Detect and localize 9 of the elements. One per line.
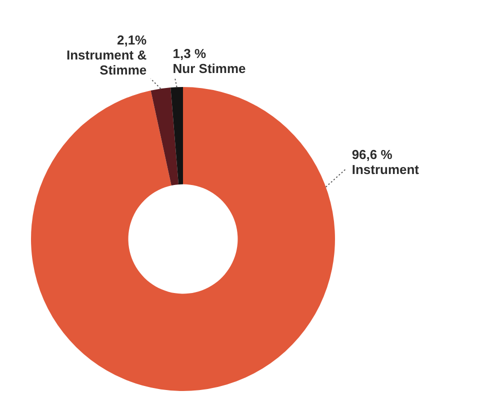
- donut-slice: [170, 87, 183, 184]
- slice-label: Instrument & Stimme: [66, 48, 147, 78]
- data-label: 1,3 %: [172, 46, 206, 62]
- donut-slice: [31, 87, 335, 391]
- slice-label: Nur Stimme: [172, 61, 246, 76]
- data-label: 2,1%: [116, 32, 148, 48]
- data-label: 96,6 %: [352, 147, 393, 162]
- slice-label: Instrument: [352, 162, 420, 178]
- donut-slice: [150, 88, 179, 186]
